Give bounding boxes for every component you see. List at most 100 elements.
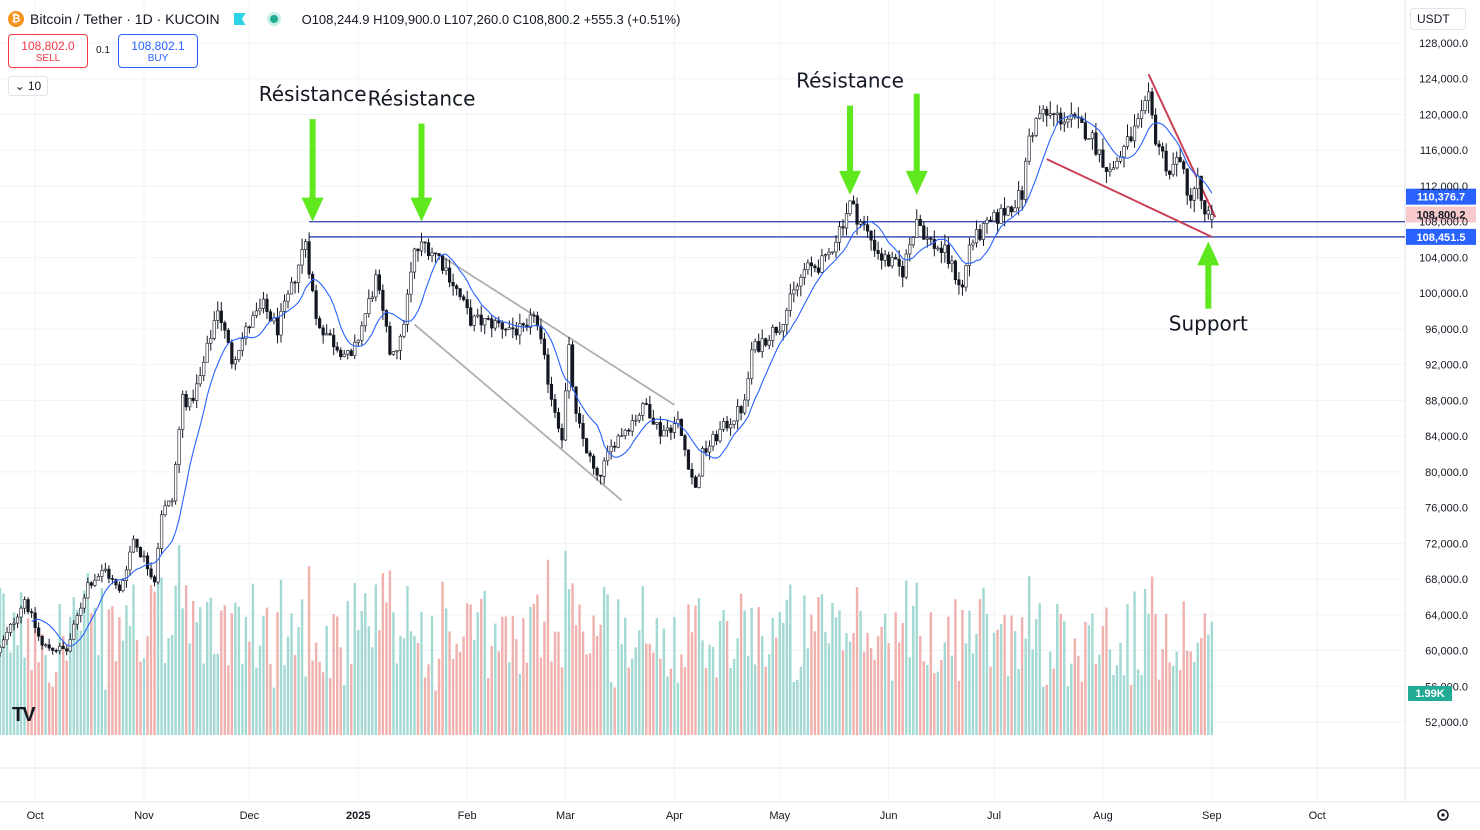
volume-bar bbox=[40, 634, 44, 735]
gear-icon[interactable] bbox=[1437, 809, 1449, 821]
volume-bar bbox=[12, 612, 16, 735]
candle-body bbox=[988, 219, 993, 222]
volume-bar bbox=[9, 652, 12, 735]
volume-bar bbox=[954, 599, 957, 735]
volume-bar bbox=[557, 631, 560, 735]
candle-body bbox=[226, 329, 230, 344]
trendlines[interactable] bbox=[413, 73, 1217, 502]
candle-body bbox=[599, 474, 603, 477]
horizontal-levels[interactable]: 110,376.7 108,800.2 108,451.5 bbox=[309, 188, 1476, 245]
time-tick-label: Oct bbox=[1309, 810, 1326, 822]
volume-bar bbox=[430, 616, 434, 735]
volume-bar bbox=[199, 607, 202, 735]
volume-bar bbox=[413, 635, 416, 735]
candle-body bbox=[700, 448, 705, 477]
symbol-title[interactable]: Bitcoin / Tether · 1D · KUCOIN bbox=[30, 11, 220, 27]
price-tick-label: 76,000.0 bbox=[1425, 503, 1468, 515]
currency-selector[interactable]: USDT bbox=[1410, 8, 1466, 30]
sell-button[interactable]: 108,802.0 SELL bbox=[8, 34, 88, 68]
candle-body bbox=[880, 253, 884, 261]
volume-bar bbox=[51, 686, 54, 735]
candle-body bbox=[149, 568, 153, 578]
open-value: O108,244.9 bbox=[301, 11, 370, 27]
volume-bar bbox=[497, 651, 500, 735]
candle-body bbox=[486, 318, 490, 320]
candle-body bbox=[939, 247, 943, 253]
candle-body bbox=[553, 399, 557, 413]
candle-body bbox=[423, 241, 427, 244]
candle-body bbox=[8, 624, 13, 633]
price-axis[interactable]: 128,000.0 124,000.0 120,000.0 116,000.0 112,… bbox=[1408, 38, 1468, 729]
candle-body bbox=[1111, 167, 1116, 170]
candle-body bbox=[837, 226, 842, 243]
candle-body bbox=[353, 342, 357, 356]
volume-bar bbox=[174, 585, 177, 735]
candle-body bbox=[785, 310, 789, 325]
candle-body bbox=[711, 434, 715, 447]
price-tick-label: 116,000.0 bbox=[1420, 145, 1468, 157]
volume-bar bbox=[729, 668, 732, 735]
candle-body bbox=[1185, 168, 1189, 196]
candle-body bbox=[957, 279, 961, 286]
indicators-toggle[interactable]: ⌄ 10 bbox=[8, 76, 48, 96]
buy-button[interactable]: 108,802.1 BUY bbox=[118, 34, 198, 68]
volume-bar bbox=[978, 599, 982, 735]
volume-bar bbox=[1013, 631, 1017, 735]
volume-bar bbox=[680, 654, 683, 735]
volume-bar bbox=[1126, 604, 1129, 735]
volume-bar bbox=[476, 612, 479, 735]
candle-body bbox=[96, 576, 100, 581]
candle-body bbox=[230, 342, 234, 365]
candle-body bbox=[405, 293, 410, 325]
candle-body bbox=[258, 308, 262, 312]
volume-bar bbox=[1112, 674, 1115, 735]
volume-bar bbox=[1143, 588, 1147, 735]
volume-bar bbox=[1193, 661, 1196, 735]
time-tick-label: Oct bbox=[27, 810, 44, 822]
volume-bar bbox=[339, 647, 342, 735]
candle-body bbox=[662, 429, 666, 437]
candle-body bbox=[546, 354, 550, 385]
volume-bar bbox=[817, 597, 820, 735]
volume-bar bbox=[420, 611, 423, 735]
candle-body bbox=[732, 420, 736, 425]
candle-body bbox=[244, 326, 248, 340]
market-status-icon[interactable] bbox=[269, 15, 278, 23]
candle-body bbox=[103, 568, 107, 571]
flag-icon[interactable] bbox=[233, 13, 246, 25]
candle-body bbox=[981, 222, 986, 240]
volume-bar bbox=[929, 612, 933, 735]
candle-body bbox=[953, 260, 957, 281]
candle-body bbox=[1129, 136, 1133, 142]
candle-body bbox=[974, 229, 979, 244]
candle-body bbox=[54, 650, 58, 652]
candle-body bbox=[1027, 135, 1031, 162]
volume-bar bbox=[343, 684, 346, 735]
candle-body bbox=[1164, 150, 1168, 172]
time-axis[interactable]: Oct Nov Dec 2025 Feb Mar Apr May Jun Jul Aug Sep Oct bbox=[27, 809, 1449, 822]
candle-body bbox=[1171, 163, 1175, 175]
candle-body bbox=[802, 269, 806, 278]
volume-bar bbox=[1133, 591, 1136, 735]
candle-body bbox=[521, 323, 525, 326]
candle-body bbox=[117, 584, 122, 591]
spread-value: 0.1 bbox=[96, 45, 110, 56]
volume-bar bbox=[529, 606, 532, 735]
candle-body bbox=[971, 242, 975, 246]
candle-body bbox=[1146, 91, 1151, 101]
candle-body bbox=[834, 241, 838, 253]
candle-body bbox=[1006, 206, 1010, 216]
candle-body bbox=[992, 212, 996, 222]
volume-bar bbox=[465, 603, 469, 735]
volume-bar bbox=[1161, 649, 1164, 735]
volume-bar bbox=[799, 666, 803, 735]
volume-bar bbox=[216, 653, 219, 735]
candle-body bbox=[908, 244, 912, 255]
candle-body bbox=[1097, 149, 1102, 155]
price-tick-label: 100,000.0 bbox=[1419, 288, 1468, 300]
volume-bar bbox=[609, 681, 613, 735]
volume-bar bbox=[571, 583, 574, 735]
volume-bar bbox=[711, 646, 715, 735]
